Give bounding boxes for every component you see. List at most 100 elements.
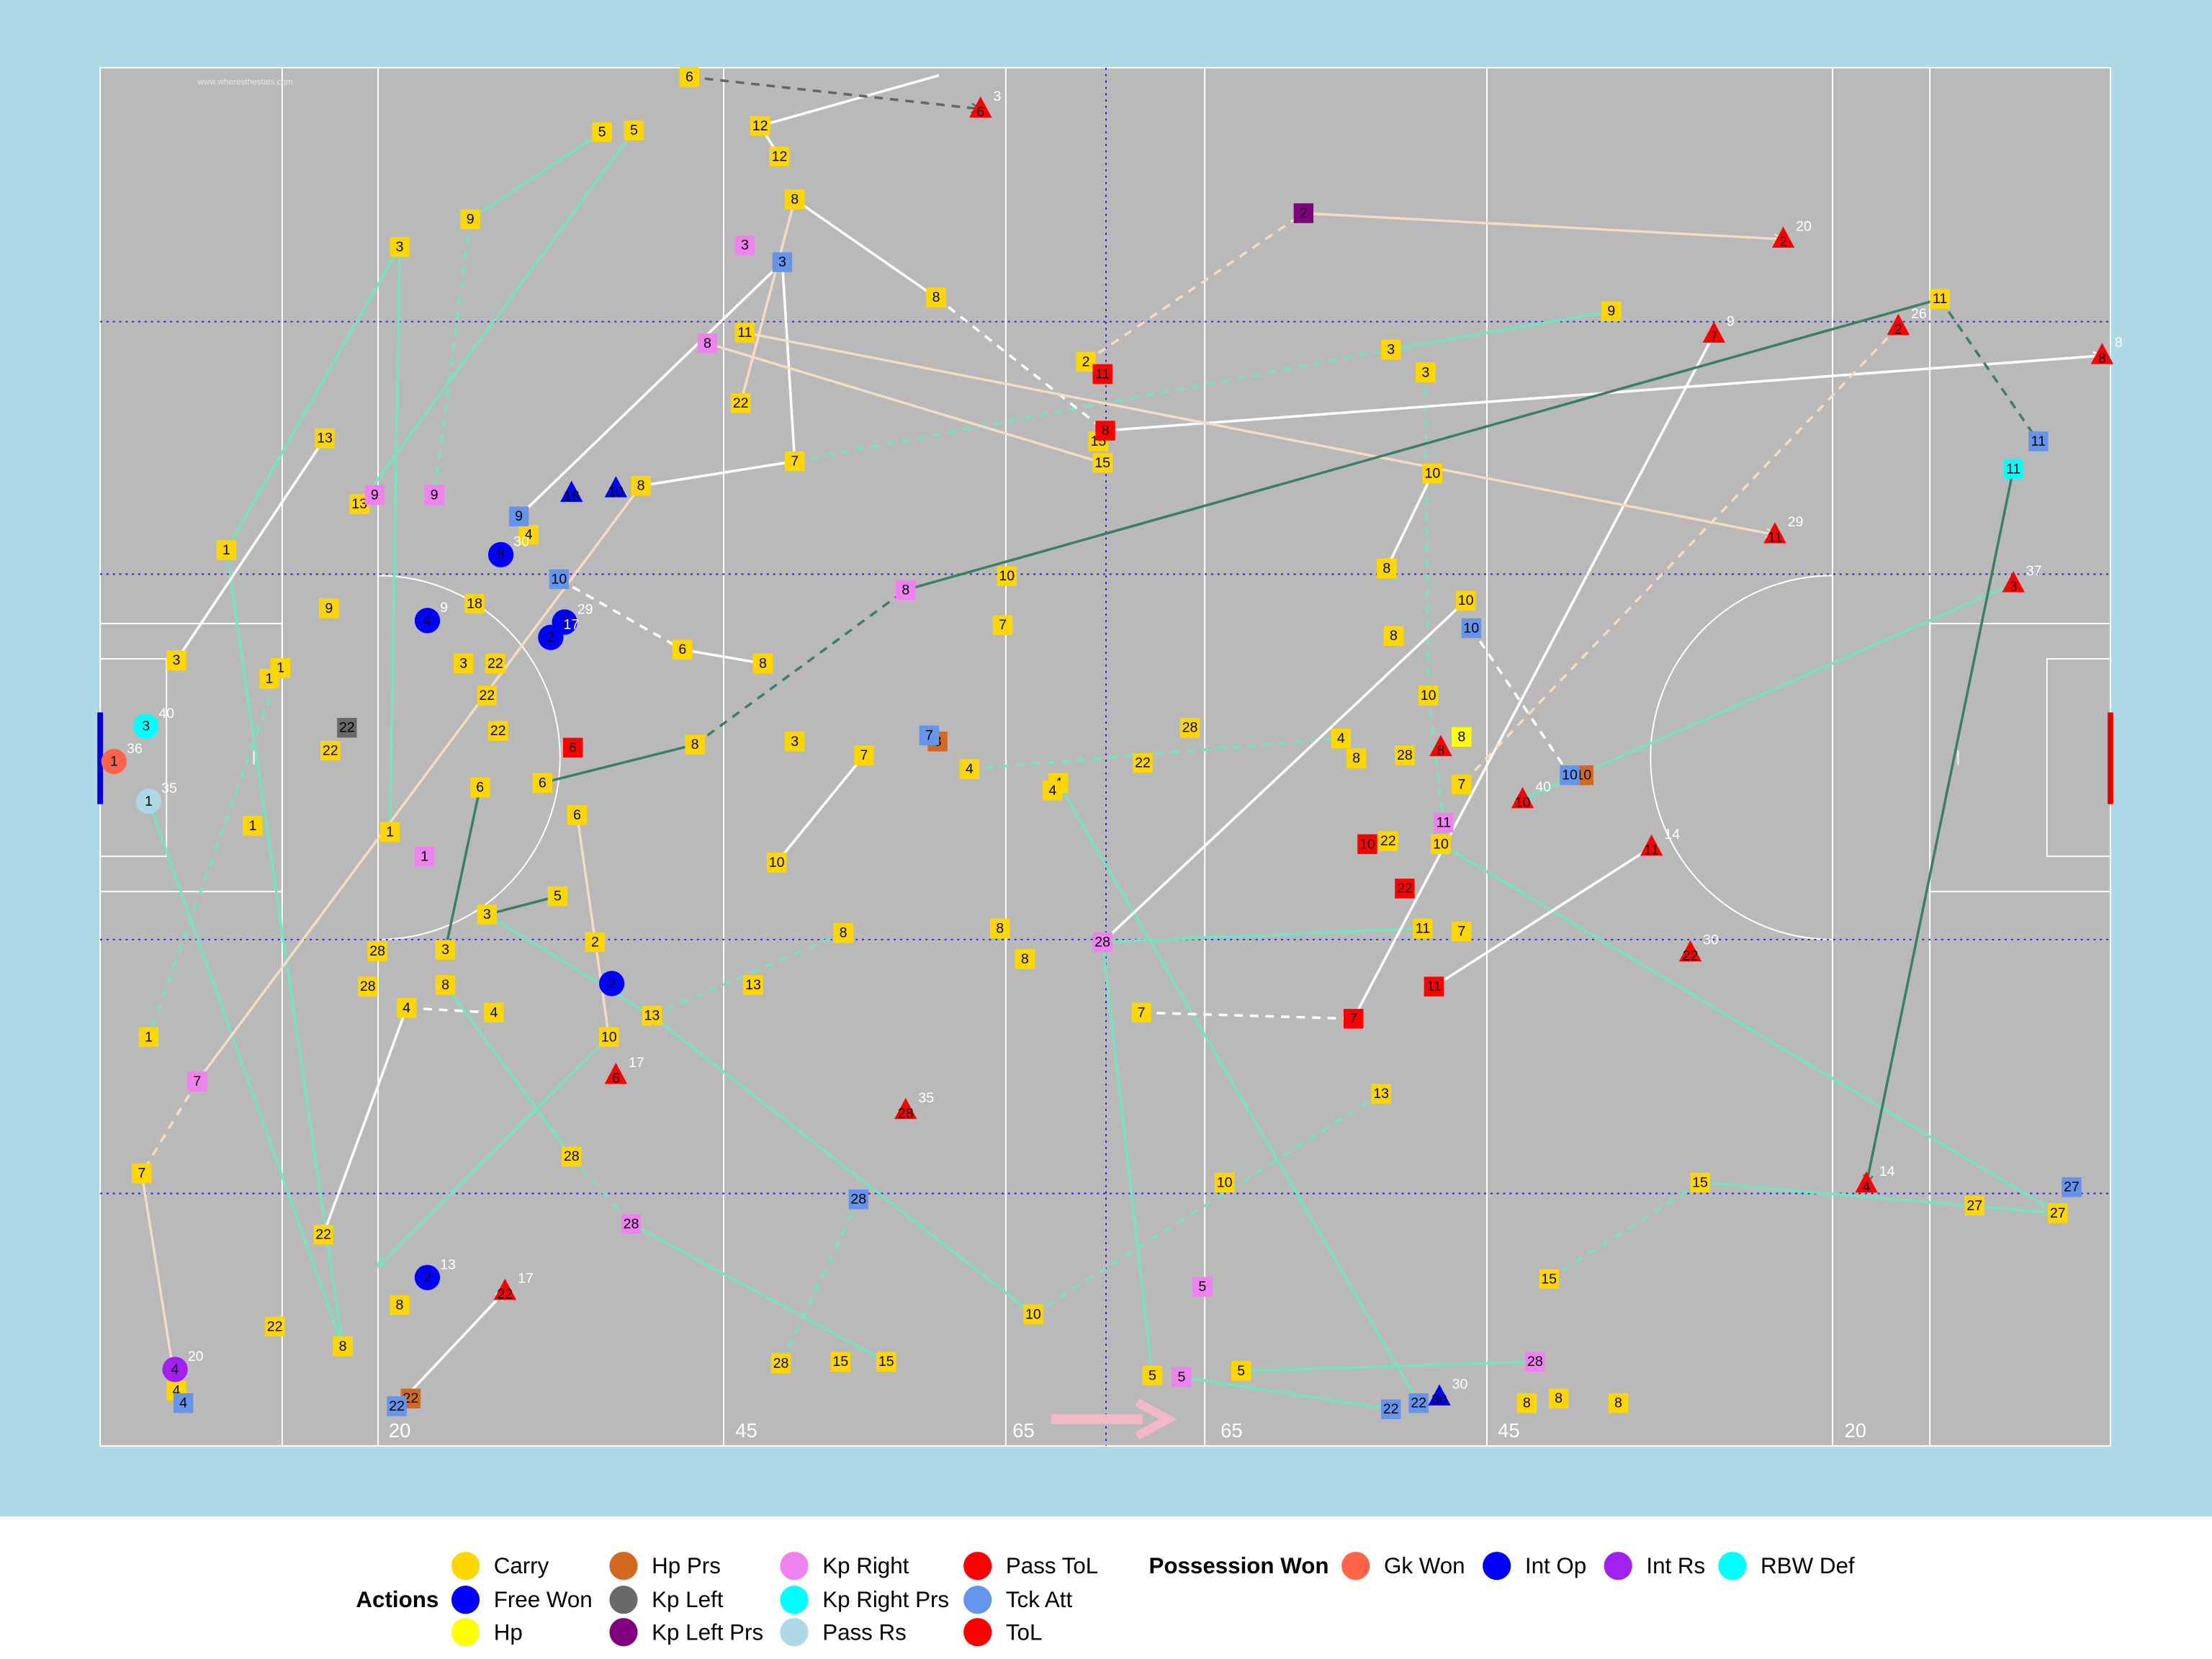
marker-label: 7 (1138, 1004, 1146, 1020)
action-arrow (745, 331, 1775, 535)
marker-square (876, 1352, 896, 1372)
action-arrow (140, 1173, 176, 1391)
action-arrow (760, 73, 940, 126)
marker-label: 11 (1933, 291, 1947, 307)
marker-triangle (2002, 571, 2025, 593)
marker-label: 11 (1426, 979, 1441, 994)
marker-triangle (1887, 313, 1910, 336)
marker-label: 27 (1966, 1197, 1982, 1213)
marker-label: 6 (685, 69, 693, 85)
action-arrow (486, 913, 652, 1017)
marker-square (1452, 727, 1472, 747)
marker-note: 17 (518, 1271, 534, 1287)
marker-triangle (1678, 940, 1702, 962)
marker-square (997, 566, 1017, 586)
marker-label: 8 (691, 737, 699, 752)
marker-square (259, 668, 279, 689)
marker-square (785, 732, 805, 752)
marker-note: 35 (161, 781, 177, 796)
marker-label: 28 (369, 943, 385, 959)
legend-label: Kp Left (652, 1587, 724, 1612)
marker-square (1452, 774, 1472, 795)
marker-square (264, 1316, 285, 1336)
marker-label: 22 (1411, 1395, 1426, 1411)
action-arrow (359, 130, 635, 504)
marker-label: 4 (1863, 1179, 1871, 1195)
legend-label: Int Op (1525, 1553, 1586, 1578)
marker-label: 1 (266, 671, 274, 687)
marker-square (1434, 812, 1454, 833)
marker-label: 3 (483, 907, 491, 922)
legend-swatch (963, 1618, 992, 1647)
marker-square (1455, 590, 1476, 611)
marker-label: 28 (1182, 720, 1198, 736)
legend-label: Gk Won (1384, 1553, 1465, 1578)
marker-square (313, 1224, 333, 1245)
marker-square (477, 685, 498, 706)
legend-label: ToL (1006, 1619, 1043, 1645)
marker-label: 9 (325, 601, 333, 616)
marker-square (1092, 932, 1112, 953)
marker-label: 22 (1683, 948, 1699, 963)
action-arrow (1699, 1181, 2058, 1213)
marker-square (1331, 728, 1352, 749)
action-arrow (558, 577, 682, 651)
marker-note: 14 (1879, 1164, 1895, 1179)
marker-square (992, 615, 1013, 635)
marker-square (1964, 1195, 1984, 1215)
marker-label: 2 (1082, 354, 1090, 369)
marker-square (1092, 453, 1112, 473)
marker-label: 8 (703, 336, 711, 351)
marker-label: 22 (733, 395, 749, 411)
marker-label: 3 (2010, 579, 2018, 595)
marker-square (734, 323, 755, 343)
marker-square (387, 1396, 407, 1416)
marker-square (1377, 558, 1397, 579)
action-arrow (486, 896, 557, 916)
marker-square (562, 1146, 582, 1166)
marker-square (1023, 1304, 1043, 1324)
action-arrow (651, 1015, 1033, 1315)
legend-swatch (609, 1586, 638, 1614)
marker-label: 3 (142, 719, 150, 734)
legend-swatch (1341, 1552, 1370, 1581)
marker-square (734, 235, 755, 256)
marker-square (1043, 781, 1063, 801)
marker-square (772, 252, 793, 272)
marker-label: 7 (791, 454, 799, 469)
marker-square (464, 593, 485, 614)
marker-square (1371, 1084, 1391, 1104)
marker-label: 28 (360, 979, 376, 994)
legend-swatch (963, 1586, 992, 1614)
marker-label: 22 (1135, 755, 1151, 771)
action-arrow (377, 1036, 610, 1267)
marker-label: 4 (1337, 731, 1345, 747)
marker-label: 8 (396, 1297, 404, 1313)
marker-label: 13 (1373, 1086, 1389, 1102)
marker-label: 2 (561, 614, 569, 630)
action-arrow (1241, 1362, 1535, 1372)
marker-triangle (1640, 834, 1663, 856)
marker-label: 2 (1300, 205, 1308, 221)
arc (1650, 575, 1833, 940)
action-arrow (1032, 1094, 1381, 1316)
marker-label: 7 (1710, 329, 1718, 345)
action-arrow (1141, 1011, 1354, 1019)
marker-square (567, 805, 588, 825)
marker-square (770, 1353, 791, 1374)
marker-label: 6 (573, 807, 581, 823)
marker-label: 2 (591, 934, 599, 950)
marker-square (357, 976, 378, 997)
marker-label: 28 (1397, 747, 1413, 763)
action-arrow (1057, 782, 1420, 1403)
marker-square (1525, 1352, 1545, 1372)
marker-label: 22 (490, 723, 506, 739)
x-tick-label: 20 (389, 1419, 410, 1442)
marker-square (673, 639, 693, 660)
marker-label: 9 (1607, 303, 1615, 319)
marker-square (1516, 1393, 1537, 1413)
marker-label: 6 (976, 104, 984, 120)
marker-square (460, 209, 480, 230)
marker-square (785, 451, 805, 472)
marker-square (337, 717, 357, 738)
